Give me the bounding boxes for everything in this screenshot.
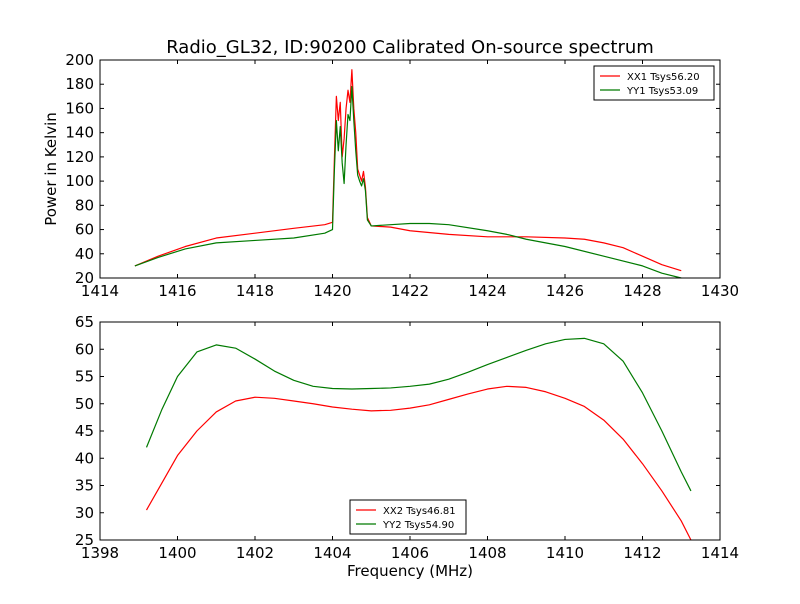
y-tick-label: 25 xyxy=(75,531,94,549)
y-tick-label: 60 xyxy=(75,340,94,358)
y-tick-label: 80 xyxy=(75,196,94,214)
legend-1: XX1 Tsys56.20 YY1 Tsys53.09 xyxy=(593,65,715,101)
y-tick-label: 140 xyxy=(65,124,94,142)
y-tick-label: 160 xyxy=(65,99,94,117)
y-tick-label: 100 xyxy=(65,172,94,190)
x-tick-label: 1402 xyxy=(236,544,274,562)
x-tick-label: 1430 xyxy=(701,282,739,300)
y-tick-label: 45 xyxy=(75,422,94,440)
y-tick-label: 180 xyxy=(65,75,94,93)
legend-box xyxy=(593,65,715,101)
x-tick-label: 1412 xyxy=(623,544,661,562)
y-tick-label: 65 xyxy=(75,313,94,331)
x-tick-label: 1398 xyxy=(81,544,119,562)
legend-label: YY2 Tsys54.90 xyxy=(382,520,454,531)
series-line-2-2 xyxy=(145,337,692,492)
y-tick-label: 55 xyxy=(75,368,94,386)
legend-box xyxy=(349,499,467,535)
y-tick-label: 200 xyxy=(65,51,94,69)
x-tick-label: 1410 xyxy=(546,544,584,562)
legend-2: XX2 Tsys46.81 YY2 Tsys54.90 xyxy=(349,499,467,535)
x-tick-label: 1428 xyxy=(623,282,661,300)
panel-1: 1414 1416 1418 1420 1422 1424 1426 1428 1430 20 40… xyxy=(42,51,739,300)
x-tick-label: 1424 xyxy=(468,282,506,300)
y-tick-label: 35 xyxy=(75,477,94,495)
y-tick-label: 30 xyxy=(75,504,94,522)
x-tick-label: 1422 xyxy=(391,282,429,300)
y-tick-label: 50 xyxy=(75,395,94,413)
panel-2: 1398 1400 1402 1404 1406 1408 1410 1412 1414 25 30… xyxy=(75,313,739,580)
y-tick-label: 20 xyxy=(75,269,94,287)
x-axis-label: Frequency (MHz) xyxy=(347,562,473,580)
y-tick-label: 60 xyxy=(75,221,94,239)
legend-label: YY1 Tsys53.09 xyxy=(626,86,698,97)
y-axis-label: Power in Kelvin xyxy=(42,112,60,226)
x-tick-label: 1426 xyxy=(546,282,584,300)
x-tick-label: 1400 xyxy=(158,544,196,562)
x-tick-label: 1414 xyxy=(701,544,739,562)
legend-label: XX2 Tsys46.81 xyxy=(383,506,456,517)
legend-label: XX1 Tsys56.20 xyxy=(627,72,700,83)
x-tick-label: 1414 xyxy=(81,282,119,300)
x-tick-label: 1404 xyxy=(313,544,351,562)
x-tick-label: 1406 xyxy=(391,544,429,562)
series-line-1-1 xyxy=(134,69,682,272)
series-line-1-2 xyxy=(134,86,682,279)
x-tick-label: 1418 xyxy=(236,282,274,300)
x-tick-label: 1420 xyxy=(313,282,351,300)
y-tick-label: 40 xyxy=(75,449,94,467)
y-tick-label: 120 xyxy=(65,148,94,166)
x-tick-label: 1416 xyxy=(158,282,196,300)
x-tick-label: 1408 xyxy=(468,544,506,562)
figure-title: Radio_GL32, ID:90200 Calibrated On-sourc… xyxy=(166,37,654,58)
series-line-2-1 xyxy=(145,385,692,541)
y-tick-label: 40 xyxy=(75,245,94,263)
